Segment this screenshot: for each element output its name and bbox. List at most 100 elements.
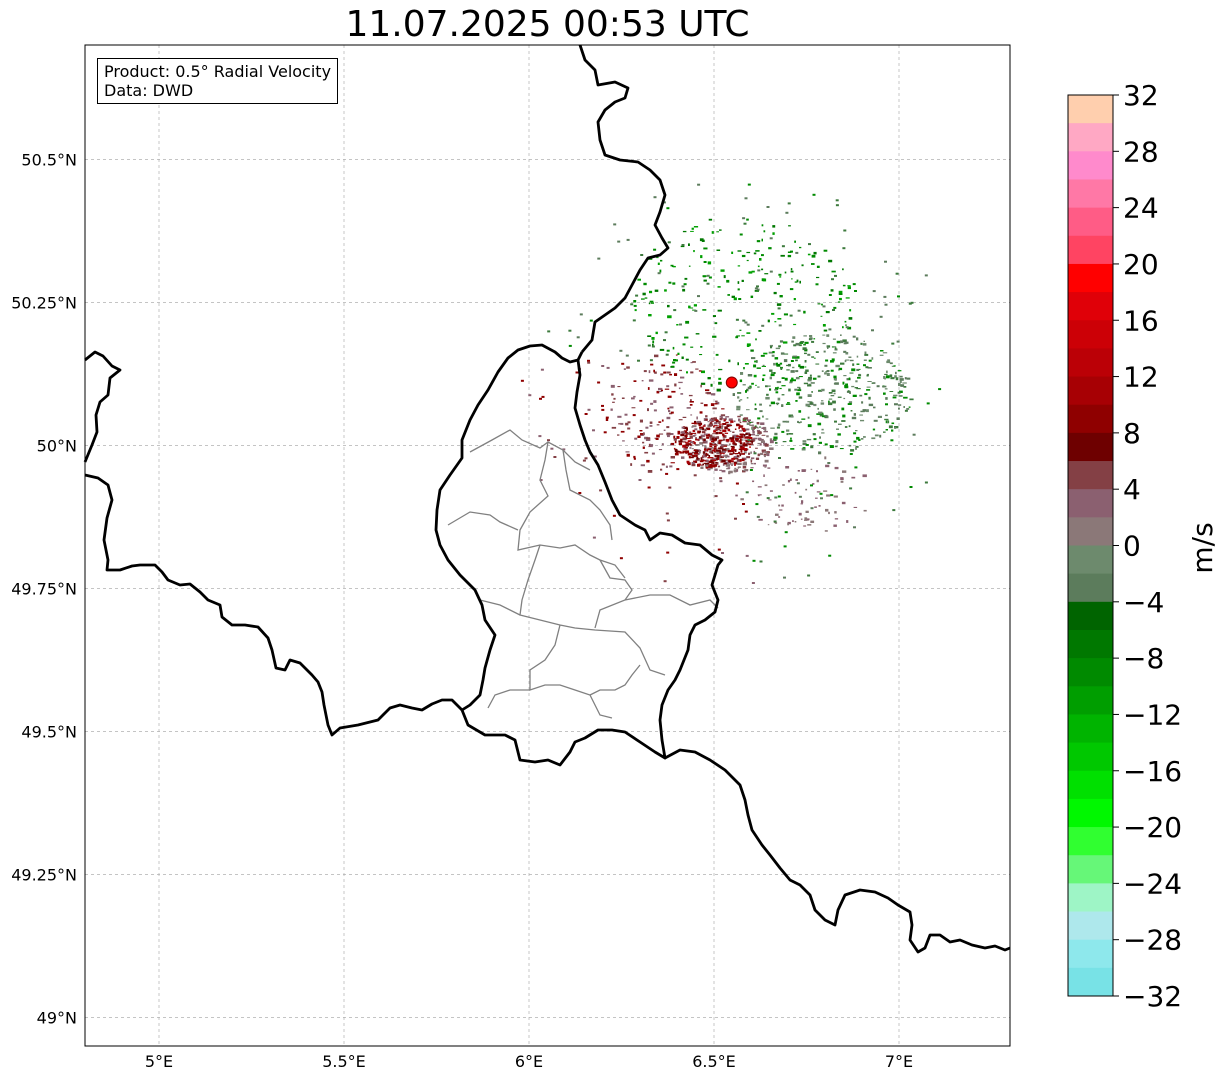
echo-pixel	[710, 403, 715, 406]
echo-pixel	[698, 436, 702, 439]
echo-pixel	[698, 423, 701, 427]
echo-pixel	[662, 201, 666, 204]
echo-pixel	[764, 484, 768, 487]
echo-pixel	[728, 443, 731, 446]
echo-pixel	[691, 227, 694, 230]
echo-pixel	[818, 390, 823, 392]
echo-pixel	[899, 378, 904, 381]
echo-pixel	[884, 260, 887, 263]
echo-pixel	[613, 397, 616, 400]
echo-pixel	[642, 441, 645, 444]
radar-site-marker[interactable]	[725, 376, 738, 389]
echo-pixel	[647, 408, 649, 412]
echo-pixel	[775, 442, 778, 444]
echo-pixel	[776, 282, 780, 285]
echo-pixel	[853, 506, 858, 508]
echo-pixel	[862, 409, 866, 412]
echo-pixel	[908, 406, 911, 408]
echo-pixel	[751, 421, 754, 423]
echo-pixel	[700, 382, 706, 385]
admin-boundaries	[447, 429, 719, 719]
lat-tick-label: 49.25°N	[11, 865, 77, 884]
echo-pixel	[854, 290, 857, 292]
echo-pixel	[597, 381, 601, 384]
colorbar-tick-label: 0	[1123, 530, 1141, 563]
echo-pixel	[648, 258, 653, 260]
echo-pixel	[894, 427, 897, 429]
echo-pixel	[735, 336, 739, 339]
echo-pixel	[578, 492, 582, 494]
echo-pixel	[807, 424, 812, 428]
echo-pixel	[883, 431, 886, 433]
echo-pixel	[784, 353, 789, 355]
echo-pixel	[688, 456, 691, 459]
echo-pixel	[751, 439, 755, 442]
echo-pixel	[777, 397, 781, 401]
echo-pixel	[841, 501, 846, 505]
echo-pixel	[696, 416, 698, 420]
echo-pixel	[694, 434, 697, 436]
echo-pixel	[684, 450, 690, 454]
echo-pixel	[803, 310, 806, 314]
echo-pixel	[649, 300, 654, 303]
echo-pixel	[711, 459, 717, 462]
echo-pixel	[724, 449, 727, 452]
echo-pixel	[838, 423, 842, 425]
echo-pixel	[699, 442, 704, 445]
echo-pixel	[707, 468, 711, 471]
echo-pixel	[897, 295, 900, 298]
echo-pixel	[656, 424, 660, 426]
echo-pixel	[626, 238, 630, 241]
colorbar-tick-label: −28	[1123, 924, 1182, 957]
echo-pixel	[619, 349, 623, 352]
echo-pixel	[852, 335, 856, 338]
echo-pixel	[872, 382, 876, 384]
echo-pixel	[748, 271, 753, 274]
colorbar-segment	[1068, 348, 1113, 378]
echo-pixel	[735, 437, 739, 441]
echo-pixel	[737, 288, 740, 291]
echo-pixel	[848, 356, 852, 358]
echo-pixel	[834, 466, 839, 470]
colorbar-segment	[1068, 489, 1113, 518]
echo-pixel	[845, 324, 847, 326]
echo-pixel	[666, 349, 670, 352]
echo-pixel	[746, 409, 750, 411]
colorbar-segment	[1068, 573, 1113, 603]
echo-pixel	[834, 348, 838, 351]
echo-pixel	[738, 399, 741, 402]
echo-pixel	[601, 408, 605, 411]
echo-pixel	[843, 229, 847, 232]
echo-pixel	[718, 431, 723, 435]
map-panel[interactable]: 50.5°N 50.25°N 50°N 49.75°N 49.5°N 49.25°N 49°…	[11, 44, 1011, 1071]
echo-pixel	[597, 257, 601, 260]
echo-pixel	[777, 423, 781, 427]
echo-pixel	[857, 376, 861, 379]
echo-pixel	[756, 240, 761, 243]
echo-pixel	[672, 282, 676, 285]
echo-pixel	[812, 483, 815, 485]
echo-pixel	[728, 470, 733, 474]
echo-pixel	[757, 442, 761, 445]
radar-echoes	[520, 183, 942, 584]
echo-pixel	[889, 391, 894, 392]
echo-pixel	[708, 455, 711, 457]
echo-pixel	[717, 309, 722, 312]
echo-pixel	[728, 460, 731, 463]
colorbar-segment	[1068, 320, 1113, 349]
echo-pixel	[704, 447, 708, 450]
echo-pixel	[687, 453, 692, 456]
echo-pixel	[700, 255, 703, 259]
echo-pixel	[610, 408, 613, 411]
echo-pixel	[799, 342, 804, 344]
echo-pixel	[866, 409, 869, 413]
echo-pixel	[613, 223, 617, 226]
map-frame	[84, 44, 1011, 1047]
echo-pixel	[752, 480, 755, 483]
echo-pixel	[690, 362, 693, 364]
echo-pixel	[815, 283, 819, 286]
colorbar-segment	[1068, 292, 1113, 321]
lat-tick-label: 49°N	[37, 1008, 77, 1027]
echo-pixel	[667, 395, 672, 398]
echo-pixel	[681, 426, 685, 429]
